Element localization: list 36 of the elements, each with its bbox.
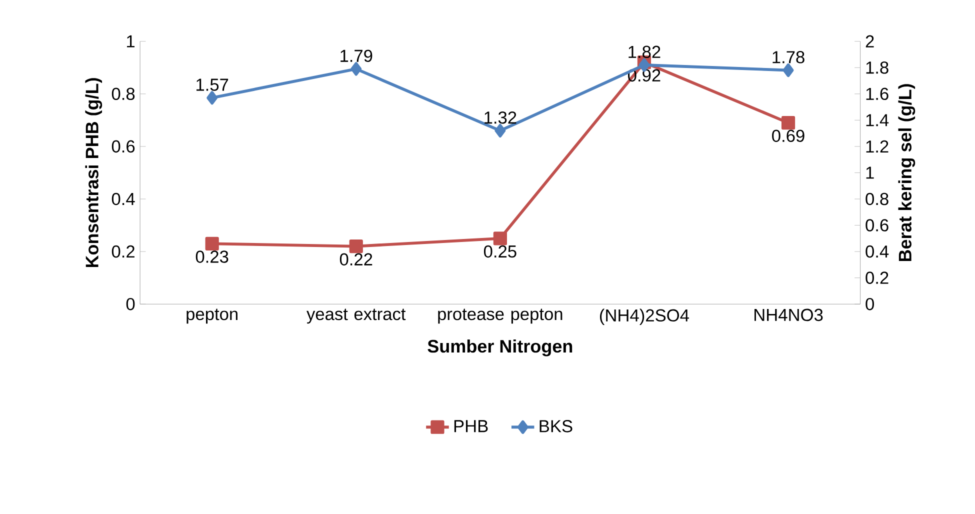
y-axis-title: Konsentrasi PHB (g/L): [85, 78, 102, 268]
x-tick-label: yeast extract: [306, 309, 406, 324]
y-tick-label: 0.2: [112, 246, 134, 258]
x-tick-label: pepton: [186, 309, 238, 324]
y2-tick-label: 0.2: [866, 272, 888, 284]
y2-tick-label: 1.8: [866, 62, 888, 74]
y-tick-label: 0: [126, 298, 135, 310]
x-tick-label: protease pepton: [438, 309, 562, 324]
y2-tick-label: 2: [866, 36, 874, 48]
data-label: 0.25: [484, 246, 516, 258]
data-label: 1.32: [484, 112, 516, 124]
y-tick-label: 0.6: [112, 140, 135, 153]
y-tick-label: 0.4: [112, 193, 135, 206]
data-label: 0.69: [772, 130, 804, 142]
data-label: 0.22: [340, 253, 372, 266]
data-label: 1.57: [196, 79, 228, 92]
data-label: 1.82: [628, 46, 660, 58]
y-tick-label: 0.8: [112, 88, 135, 100]
y2-tick-label: 1.2: [866, 140, 888, 153]
y-tick-label: 1: [127, 36, 135, 48]
x-axis-title: Sumber Nitrogen: [428, 340, 572, 357]
data-label: 1.79: [340, 50, 372, 62]
y2-tick-label: 0: [866, 298, 874, 310]
legend-label: PHB: [454, 420, 488, 432]
data-label: 0.23: [196, 250, 228, 264]
y2-tick-label: 1: [866, 167, 874, 179]
y2-tick-label: 1.6: [866, 88, 888, 100]
data-label: 1.78: [772, 51, 804, 64]
y2-tick-label: 0.8: [866, 193, 888, 206]
x-tick-label: (NH4)2SO4: [600, 309, 689, 326]
legend-label: BKS: [540, 420, 572, 433]
y2-axis-title: Berat kering sel (g/L): [898, 84, 916, 262]
y2-tick-label: 0.6: [866, 219, 888, 232]
y2-tick-label: 1.4: [866, 114, 889, 126]
x-tick-label: NH4NO3: [754, 309, 823, 322]
y2-tick-label: 0.4: [866, 246, 889, 258]
